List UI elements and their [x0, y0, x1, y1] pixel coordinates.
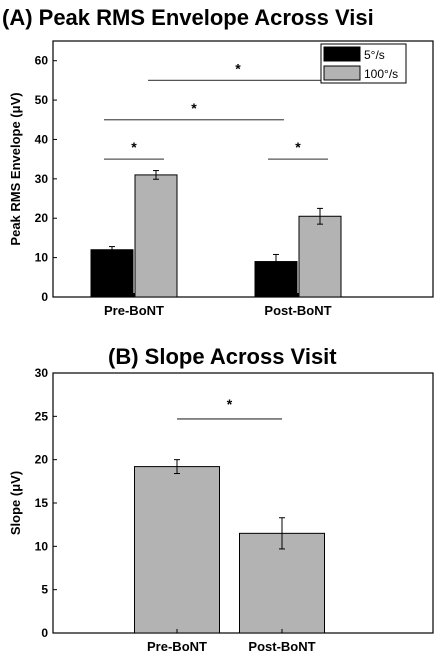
panel-b-y-tick-label: 20	[35, 453, 49, 467]
panel-b-y-tick-label: 0	[41, 626, 48, 640]
panel-b-category-label: Post-BoNT	[248, 639, 315, 654]
panel-b-title: (B) Slope Across Visit	[108, 344, 337, 369]
panel-a-bar	[90, 249, 134, 298]
panel-a-category-label: Post-BoNT	[264, 303, 331, 318]
panel-a-bar	[134, 174, 178, 298]
legend-label-5: 5°/s	[364, 48, 385, 62]
panel-b-categories: Pre-BoNT Post-BoNT	[147, 629, 316, 654]
panel-a-significance-star: *	[295, 139, 301, 155]
panel-b: (B) Slope Across Visit Slope (μV) 0 5 10 15…	[8, 344, 434, 654]
panel-a-bars	[90, 170, 342, 298]
panel-b-y-axis-label: Slope (μV)	[8, 471, 23, 535]
panel-b-significance-star: *	[227, 396, 233, 412]
panel-b-y-tick-label: 30	[35, 366, 49, 380]
panel-a-significance: * * * *	[104, 60, 328, 160]
panel-a-y-tick-label: 60	[35, 54, 49, 68]
panel-a-categories: Pre-BoNT Post-BoNT	[104, 293, 332, 318]
panel-b-y-ticks: 0 5 10 15 20 25 30	[35, 366, 57, 640]
panel-a-y-tick-label: 50	[35, 93, 49, 107]
panel-a-y-tick-label: 40	[35, 132, 49, 146]
panel-a-y-tick-label: 30	[35, 172, 49, 186]
panel-a-y-ticks: 0 10 20 30 40 50 60	[35, 54, 57, 304]
panel-a-significance-star: *	[191, 100, 197, 116]
panel-b-bars	[134, 459, 325, 634]
panel-a-plot-area	[52, 40, 434, 298]
panel-b-y-tick-label: 5	[41, 583, 48, 597]
panel-a-title: (A) Peak RMS Envelope Across Visi	[2, 5, 374, 30]
legend-swatch-5	[323, 46, 361, 62]
panel-b-bar	[134, 466, 220, 634]
panel-a-significance-star: *	[131, 139, 137, 155]
panel-b-y-tick-label: 15	[35, 496, 49, 510]
legend-label-100: 100°/s	[364, 67, 398, 81]
panel-a-y-axis-label: Peak RMS Envelope (μV)	[8, 92, 23, 245]
panel-b-y-tick-label: 25	[35, 409, 49, 423]
panel-a-bar	[298, 215, 342, 298]
legend-swatch-100	[323, 65, 361, 81]
panel-a-significance-star: *	[235, 60, 241, 76]
panel-b-y-tick-label: 10	[35, 539, 49, 553]
panel-b-bar	[239, 532, 325, 634]
panel-a-y-tick-label: 20	[35, 211, 49, 225]
panel-b-category-label: Pre-BoNT	[147, 639, 207, 654]
panel-a-category-label: Pre-BoNT	[104, 303, 164, 318]
panel-a: (A) Peak RMS Envelope Across Visi Peak R…	[2, 5, 434, 318]
panel-a-y-tick-label: 10	[35, 251, 49, 265]
panel-a-legend: 5°/s 100°/s	[320, 43, 407, 84]
panel-a-y-tick-label: 0	[41, 290, 48, 304]
panel-b-significance: *	[177, 396, 282, 420]
